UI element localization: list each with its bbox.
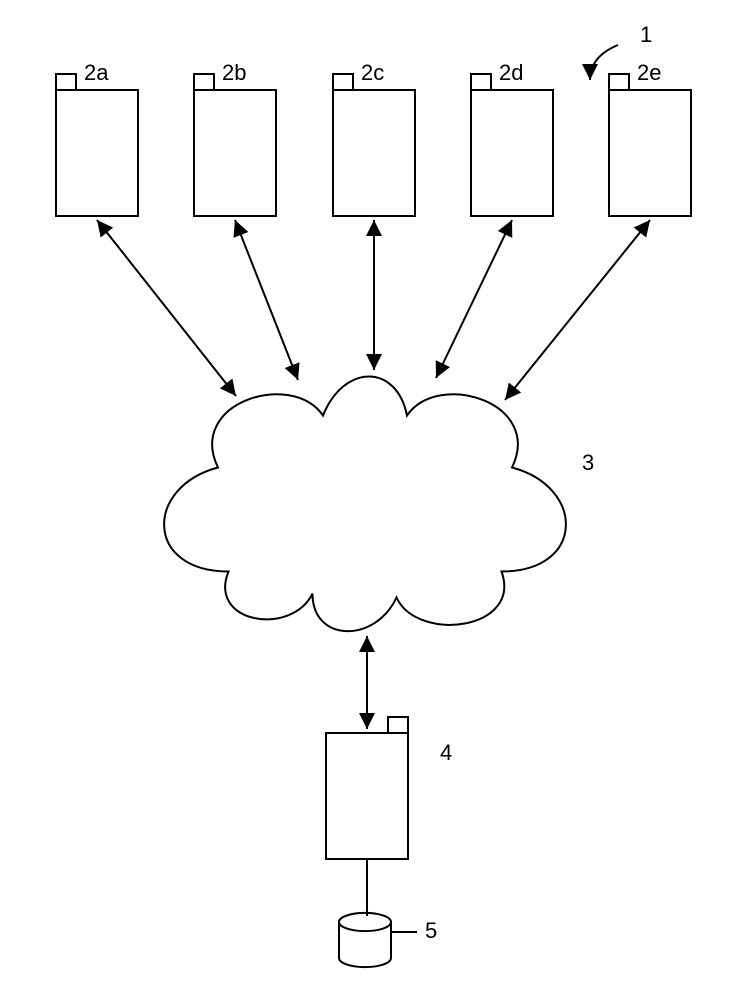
- edge-box_d-cloud: [436, 220, 512, 378]
- node-box_a: [56, 74, 138, 216]
- edge-box_a-cloud: [97, 220, 236, 396]
- node-box_b: [194, 74, 276, 216]
- label-2c: 2c: [361, 60, 384, 85]
- node-box_c: [333, 74, 415, 216]
- cloud-node: [164, 377, 566, 632]
- leader-3: [562, 456, 576, 462]
- label-2a: 2a: [84, 60, 109, 85]
- node-box_e: [609, 74, 691, 216]
- label-4: 4: [440, 740, 452, 765]
- label-3: 3: [582, 450, 594, 475]
- edge-box_b-cloud: [235, 220, 298, 380]
- label-5: 5: [425, 918, 437, 943]
- node-db: [339, 913, 391, 967]
- label-1: 1: [640, 22, 652, 47]
- label-2d: 2d: [499, 60, 523, 85]
- node-server: [326, 717, 408, 859]
- label-2b: 2b: [222, 60, 246, 85]
- edge-box_e-cloud: [505, 220, 650, 400]
- label-2e: 2e: [637, 60, 661, 85]
- node-box_d: [471, 74, 553, 216]
